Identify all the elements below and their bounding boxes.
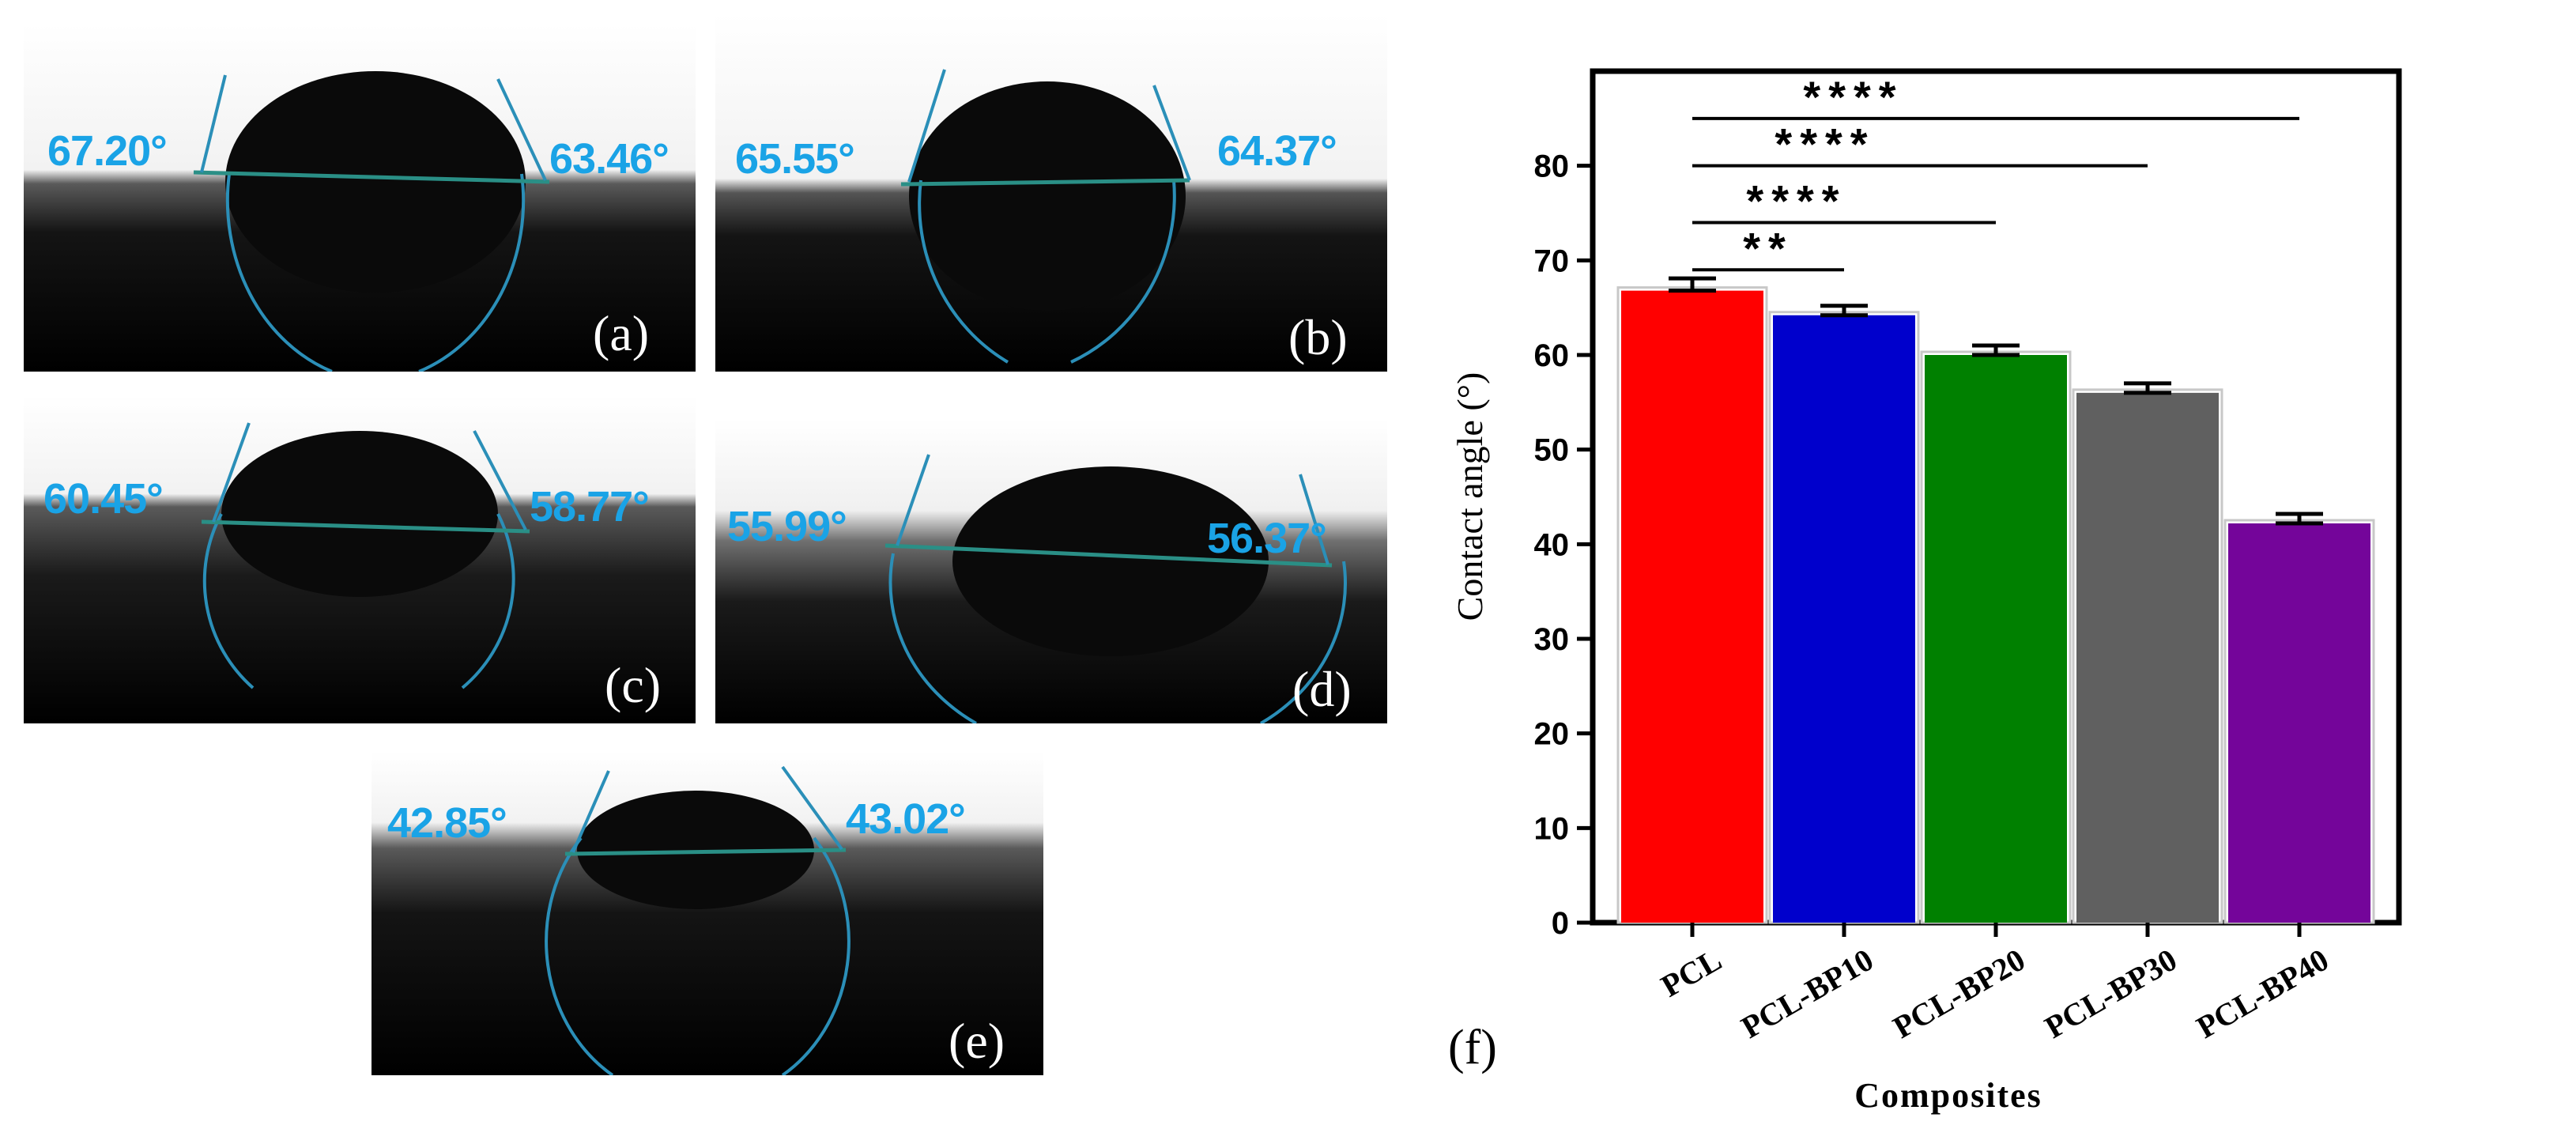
angle-right-b: 64.37° xyxy=(1217,127,1337,175)
y-tick-label-10: 10 xyxy=(1534,811,1570,846)
y-tick-label-40: 40 xyxy=(1534,527,1570,562)
y-tick-label-80: 80 xyxy=(1534,149,1570,184)
bar-PCL-BP30 xyxy=(2076,392,2219,923)
angle-right-a: 63.46° xyxy=(549,135,669,183)
sig-label-PCL-BP40: **** xyxy=(1803,72,1903,122)
sig-label-PCL-BP30: **** xyxy=(1775,119,1875,169)
droplet-e-drawing xyxy=(372,751,1043,1075)
y-tick-label-30: 30 xyxy=(1534,622,1570,657)
droplet-d-drawing xyxy=(715,419,1387,723)
x-tick-label-PCL-BP20: PCL-BP20 xyxy=(1887,942,2031,1045)
panel-label-b: (b) xyxy=(1288,309,1348,365)
angle-left-a: 67.20° xyxy=(47,127,168,175)
y-axis-ticks: 0 10 20 30 40 50 60 70 80 xyxy=(1534,149,1593,941)
droplet-panel-e: 42.85° 43.02° (e) xyxy=(372,751,1043,1075)
angle-left-e: 42.85° xyxy=(387,799,507,847)
droplet-b-drawing xyxy=(715,14,1387,372)
x-tick-label-PCL-BP10: PCL-BP10 xyxy=(1735,942,1879,1045)
droplet-c-drawing xyxy=(24,395,696,723)
angle-right-e: 43.02° xyxy=(846,795,966,843)
bars xyxy=(1616,276,2375,937)
bar-PCL-BP10 xyxy=(1773,315,1915,923)
significance-brackets: ************** xyxy=(1692,72,2299,273)
angle-left-c: 60.45° xyxy=(43,475,164,523)
y-tick-label-20: 20 xyxy=(1534,717,1570,752)
panel-label-f: (f) xyxy=(1448,1021,1497,1074)
panel-label-a: (a) xyxy=(593,305,650,361)
bar-PCL-BP40 xyxy=(2228,523,2370,923)
x-axis-label: Composites xyxy=(1854,1076,2042,1115)
panel-label-e: (e) xyxy=(949,1013,1005,1069)
angle-left-b: 65.55° xyxy=(735,135,855,183)
angle-left-d: 55.99° xyxy=(727,503,847,550)
droplet-panel-b: 65.55° 64.37° (b) xyxy=(715,14,1387,372)
angle-right-d: 56.37° xyxy=(1207,515,1327,562)
bar-PCL-BP20 xyxy=(1925,355,2067,923)
droplet-a-drawing xyxy=(24,24,696,372)
panel-label-c: (c) xyxy=(605,657,662,713)
sig-label-PCL-BP10: ** xyxy=(1743,223,1793,273)
y-tick-label-60: 60 xyxy=(1534,338,1570,373)
x-tick-label-PCL: PCL xyxy=(1655,942,1728,1004)
droplet-panel-a: 67.20° 63.46° (a) xyxy=(24,24,696,372)
y-tick-label-0: 0 xyxy=(1552,906,1569,941)
bar-PCL xyxy=(1621,290,1763,923)
x-tick-label-PCL-BP40: PCL-BP40 xyxy=(2190,942,2334,1045)
x-tick-label-PCL-BP30: PCL-BP30 xyxy=(2039,942,2182,1045)
x-tick-labels: PCL PCL-BP10 PCL-BP20 PCL-BP30 PCL-BP40 xyxy=(1655,942,2335,1045)
y-tick-label-50: 50 xyxy=(1534,433,1570,468)
y-axis-label: Contact angle (°) xyxy=(1450,372,1490,621)
y-tick-label-70: 70 xyxy=(1534,244,1570,278)
droplet-panel-c: 60.45° 58.77° (c) xyxy=(24,395,696,723)
angle-right-c: 58.77° xyxy=(530,483,650,531)
droplet-panel-d: 55.99° 56.37° (d) xyxy=(715,419,1387,723)
sig-label-PCL-BP20: **** xyxy=(1746,176,1846,225)
panel-label-d: (d) xyxy=(1292,661,1352,717)
